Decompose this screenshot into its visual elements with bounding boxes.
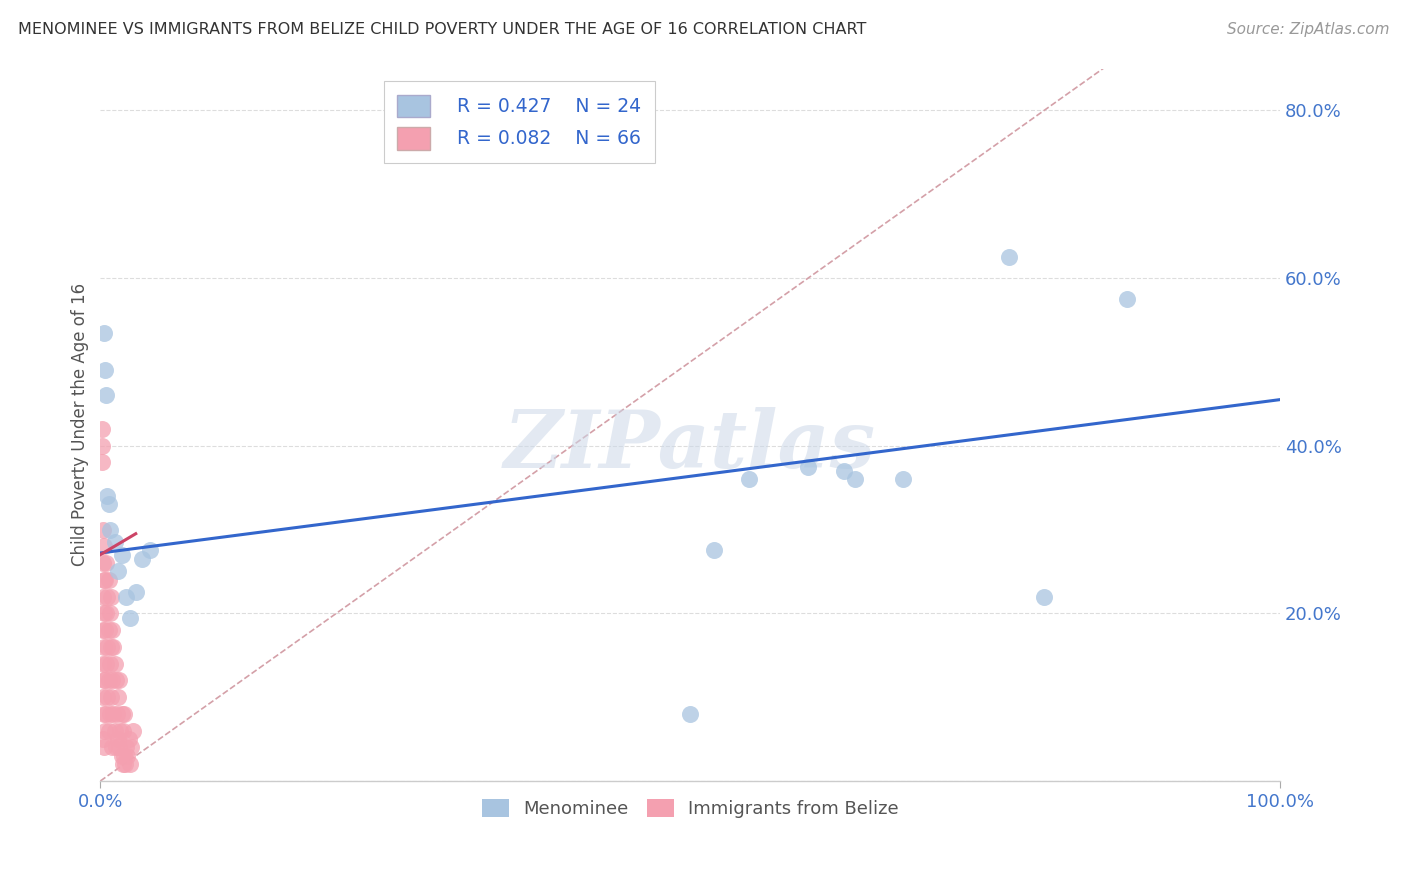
Point <box>90 422 112 436</box>
Text: ZIPatlas: ZIPatlas <box>505 408 876 485</box>
Point <box>91 657 114 671</box>
Point <box>94 673 117 688</box>
Legend: Menominee, Immigrants from Belize: Menominee, Immigrants from Belize <box>474 791 905 825</box>
Point <box>101 673 124 688</box>
Point <box>118 757 141 772</box>
Point <box>98 706 121 721</box>
Point <box>97 673 120 688</box>
Point <box>101 740 124 755</box>
Point <box>98 607 121 621</box>
Point <box>1033 590 1056 604</box>
Point <box>118 732 141 747</box>
Point <box>832 464 855 478</box>
Point <box>107 565 129 579</box>
Point <box>679 706 702 721</box>
Point <box>96 640 118 654</box>
Point <box>91 556 114 570</box>
Point <box>96 607 118 621</box>
Point <box>107 690 129 705</box>
Point <box>111 723 134 738</box>
Point <box>114 757 136 772</box>
Point <box>93 706 115 721</box>
Point <box>97 723 120 738</box>
Point <box>101 623 124 637</box>
Point <box>93 539 115 553</box>
Point <box>844 472 866 486</box>
Point <box>91 523 114 537</box>
Point <box>104 740 127 755</box>
Point <box>125 585 148 599</box>
Point <box>100 640 122 654</box>
Point <box>93 640 115 654</box>
Point <box>96 489 118 503</box>
Point <box>1115 292 1137 306</box>
Point <box>891 472 914 486</box>
Point <box>103 706 125 721</box>
Point <box>93 326 115 340</box>
Point <box>90 439 112 453</box>
Point <box>91 590 114 604</box>
Y-axis label: Child Poverty Under the Age of 16: Child Poverty Under the Age of 16 <box>72 283 89 566</box>
Point <box>117 748 139 763</box>
Point <box>118 610 141 624</box>
Point <box>107 732 129 747</box>
Point <box>97 623 120 637</box>
Point <box>93 673 115 688</box>
Point <box>120 740 142 755</box>
Point <box>94 623 117 637</box>
Point <box>112 706 135 721</box>
Point <box>96 388 118 402</box>
Point <box>91 690 114 705</box>
Point <box>131 552 153 566</box>
Point <box>93 740 115 755</box>
Point <box>997 250 1019 264</box>
Point <box>94 723 117 738</box>
Point <box>108 673 131 688</box>
Point <box>96 657 118 671</box>
Point <box>97 497 120 511</box>
Point <box>139 543 162 558</box>
Text: Source: ZipAtlas.com: Source: ZipAtlas.com <box>1226 22 1389 37</box>
Point <box>96 690 118 705</box>
Point <box>103 640 125 654</box>
Point <box>115 590 138 604</box>
Point <box>91 732 114 747</box>
Point <box>738 472 761 486</box>
Point <box>94 573 117 587</box>
Point <box>94 363 117 377</box>
Point <box>96 590 118 604</box>
Point <box>93 607 115 621</box>
Point <box>98 523 121 537</box>
Point <box>108 740 131 755</box>
Point <box>110 723 132 738</box>
Point <box>110 706 132 721</box>
Point <box>97 573 120 587</box>
Point <box>103 723 125 738</box>
Text: MENOMINEE VS IMMIGRANTS FROM BELIZE CHILD POVERTY UNDER THE AGE OF 16 CORRELATIO: MENOMINEE VS IMMIGRANTS FROM BELIZE CHIL… <box>18 22 866 37</box>
Point <box>111 757 134 772</box>
Point <box>122 723 145 738</box>
Point <box>100 590 122 604</box>
Point <box>98 657 121 671</box>
Point <box>110 748 132 763</box>
Point <box>797 459 820 474</box>
Point <box>91 623 114 637</box>
Point <box>96 706 118 721</box>
Point <box>96 556 118 570</box>
Point <box>115 740 138 755</box>
Point <box>112 748 135 763</box>
Point <box>105 706 128 721</box>
Point <box>103 535 125 549</box>
Point <box>103 657 125 671</box>
Point <box>104 673 127 688</box>
Point <box>703 543 725 558</box>
Point <box>90 455 112 469</box>
Point <box>100 690 122 705</box>
Point <box>110 548 132 562</box>
Point <box>93 573 115 587</box>
